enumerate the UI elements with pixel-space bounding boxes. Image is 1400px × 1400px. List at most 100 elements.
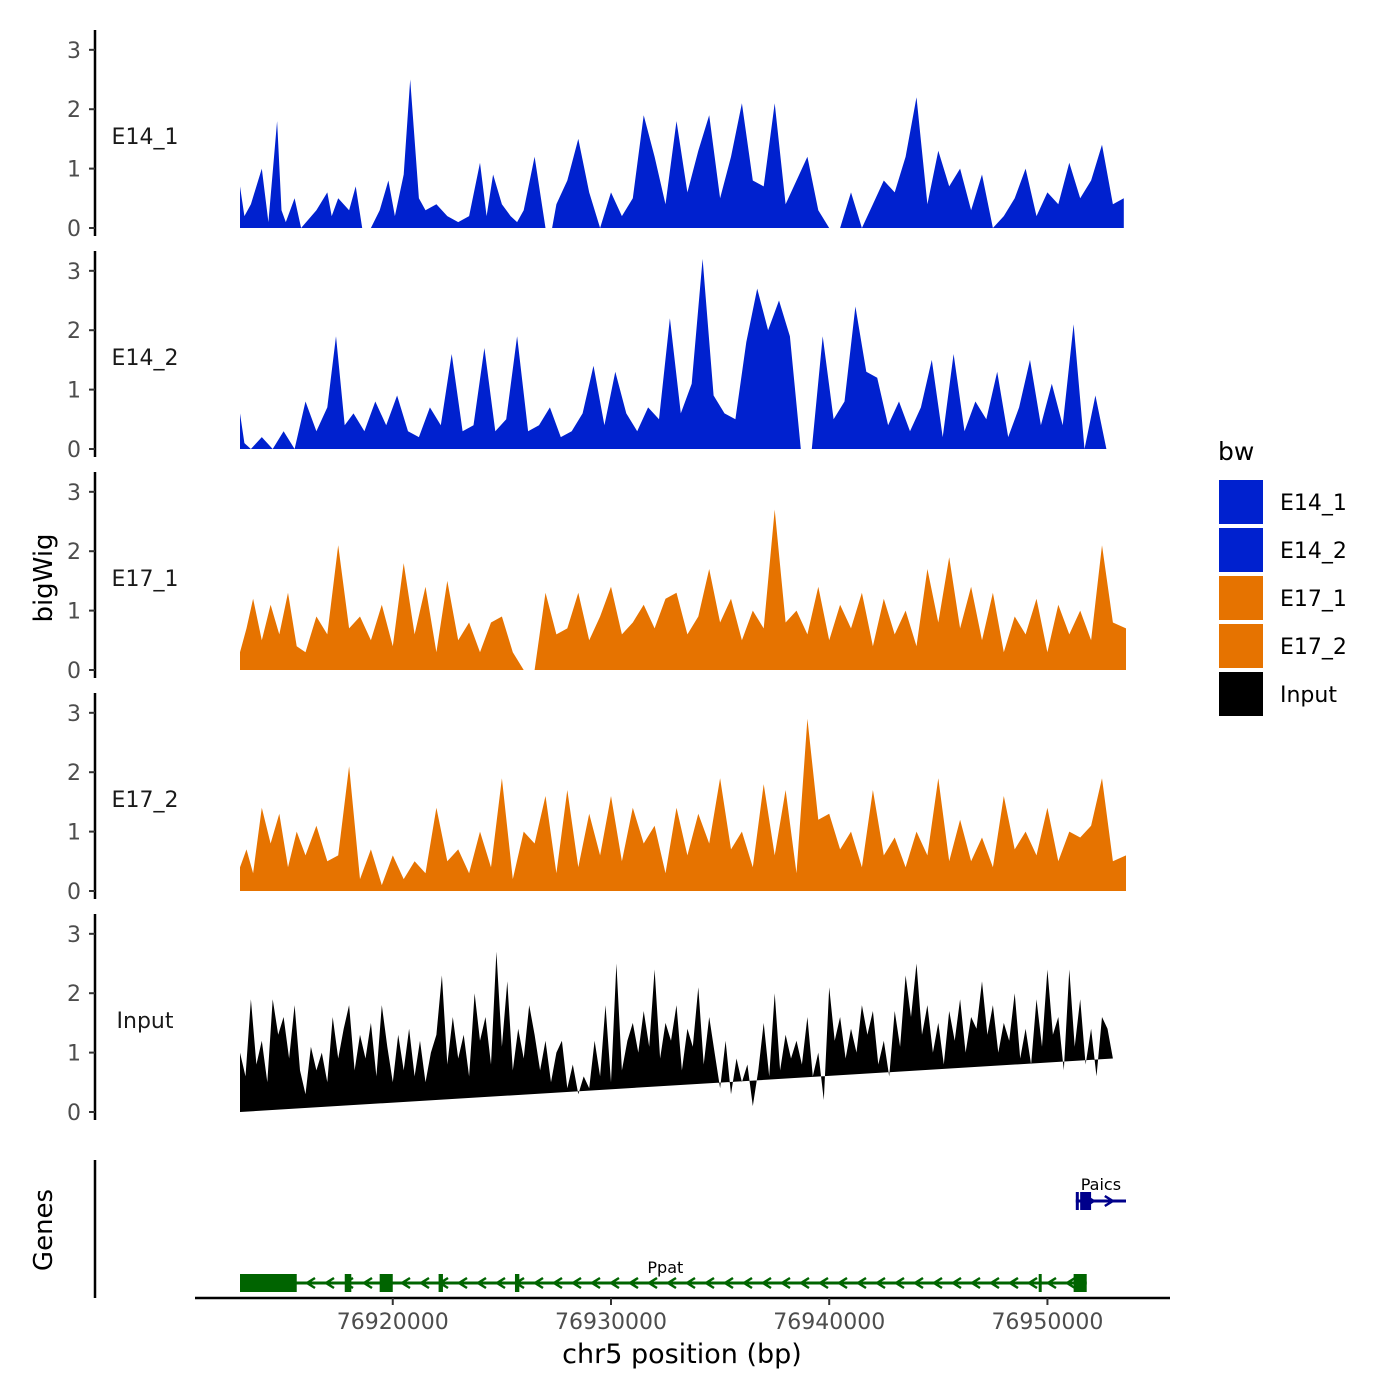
genes-track: Ppat Paics (93, 1160, 1126, 1298)
track-e14_2: 0 1 2 3 E14_2 (67, 251, 1107, 463)
genes-axis-title: Genes (29, 1189, 59, 1271)
strand-arrow (912, 1276, 924, 1290)
track-e14_1: 0 1 2 3 E14_1 (67, 30, 1124, 242)
track-label: E14_1 (112, 125, 179, 150)
signal-area (240, 718, 1126, 891)
strand-arrow (684, 1276, 696, 1290)
x-axis: 76920000 76930000 76940000 76950000 (195, 1296, 1170, 1335)
strand-arrow (741, 1276, 753, 1290)
signal-area (240, 951, 1113, 1112)
y-tick-label: 1 (67, 158, 81, 183)
strand-arrow (950, 1276, 962, 1290)
strand-arrow (456, 1276, 468, 1290)
strand-arrow (874, 1276, 886, 1290)
exon (379, 1274, 393, 1292)
x-tick-label: 76940000 (773, 1310, 885, 1335)
exon (240, 1274, 297, 1292)
legend-label: E17_1 (1280, 587, 1347, 612)
strand-arrow (418, 1276, 430, 1290)
track-input: 0 1 2 3 Input (67, 914, 1113, 1126)
y-tick-label: 2 (67, 319, 81, 344)
strand-arrow (1064, 1276, 1076, 1290)
strand-arrow (1104, 1194, 1116, 1208)
gene-paics: Paics (1075, 1175, 1126, 1210)
strand-arrow (1007, 1276, 1019, 1290)
y-tick-label: 0 (67, 438, 81, 463)
gene-label: Paics (1081, 1175, 1121, 1194)
y-tick-label: 1 (67, 600, 81, 625)
bigwig-tracks: 0 1 2 3 E14_1 0 1 2 3 E14_2 0 1 2 3 E17_1 0 1 2 3 E17_2 0 1 2 3… (67, 30, 1126, 1126)
strand-arrow (551, 1276, 563, 1290)
y-tick-label: 0 (67, 217, 81, 242)
y-tick-label: 3 (67, 923, 81, 948)
legend-label: E14_1 (1280, 491, 1347, 516)
legend-label: Input (1280, 683, 1337, 708)
x-tick-label: 76950000 (991, 1310, 1103, 1335)
y-tick-label: 2 (67, 761, 81, 786)
track-e17_1: 0 1 2 3 E17_1 (67, 472, 1126, 684)
legend-swatch-e17_2 (1219, 624, 1263, 668)
strand-arrow (817, 1276, 829, 1290)
signal-area (240, 258, 1107, 449)
y-tick-label: 0 (67, 1101, 81, 1126)
exon (1080, 1192, 1092, 1210)
strand-arrow (589, 1276, 601, 1290)
x-axis-title: chr5 position (bp) (562, 1339, 802, 1370)
exon (438, 1274, 443, 1292)
y-tick-label: 3 (67, 39, 81, 64)
strand-arrow (988, 1276, 1000, 1290)
exon (1038, 1274, 1042, 1292)
track-label: E17_2 (112, 788, 179, 813)
track-label: E14_2 (112, 346, 179, 371)
track-e17_2: 0 1 2 3 E17_2 (67, 693, 1126, 905)
legend-swatch-input (1219, 672, 1263, 716)
y-tick-label: 2 (67, 982, 81, 1007)
gene-ppat: Ppat (240, 1258, 1087, 1292)
track-label: E17_1 (112, 567, 179, 592)
exon (1073, 1274, 1087, 1292)
legend-label: E14_2 (1280, 539, 1347, 564)
y-tick-label: 0 (67, 880, 81, 905)
legend-title: bw (1218, 437, 1254, 466)
strand-arrow (361, 1276, 373, 1290)
y-tick-label: 2 (67, 98, 81, 123)
track-label: Input (117, 1009, 174, 1034)
exon (1075, 1192, 1079, 1210)
strand-arrow (760, 1276, 772, 1290)
strand-arrow (475, 1276, 487, 1290)
legend-swatch-e14_1 (1219, 480, 1263, 524)
strand-arrow (665, 1276, 677, 1290)
legend-swatch-e14_2 (1219, 528, 1263, 572)
legend: bw E14_1 E14_2 E17_1 E17_2 Input (1218, 437, 1347, 716)
strand-arrow (893, 1276, 905, 1290)
strand-arrow (703, 1276, 715, 1290)
y-tick-label: 1 (67, 1042, 81, 1067)
y-tick-label: 2 (67, 540, 81, 565)
strand-arrow (779, 1276, 791, 1290)
strand-arrow (931, 1276, 943, 1290)
strand-arrow (1026, 1276, 1038, 1290)
y-tick-label: 0 (67, 659, 81, 684)
y-axis-title: bigWig (29, 533, 59, 622)
y-tick-label: 1 (67, 379, 81, 404)
y-tick-label: 3 (67, 481, 81, 506)
strand-arrow (570, 1276, 582, 1290)
strand-arrow (836, 1276, 848, 1290)
strand-arrow (798, 1276, 810, 1290)
exon (344, 1274, 352, 1292)
legend-label: E17_2 (1280, 635, 1347, 660)
strand-arrow (608, 1276, 620, 1290)
strand-arrow (722, 1276, 734, 1290)
exon (514, 1274, 520, 1292)
signal-area (240, 509, 1126, 670)
strand-arrow (1045, 1276, 1057, 1290)
strand-arrow (304, 1276, 316, 1290)
strand-arrow (627, 1276, 639, 1290)
signal-area (240, 79, 1124, 228)
y-tick-label: 1 (67, 821, 81, 846)
strand-arrow (494, 1276, 506, 1290)
strand-arrow (399, 1276, 411, 1290)
y-tick-label: 3 (67, 260, 81, 285)
strand-arrow (855, 1276, 867, 1290)
